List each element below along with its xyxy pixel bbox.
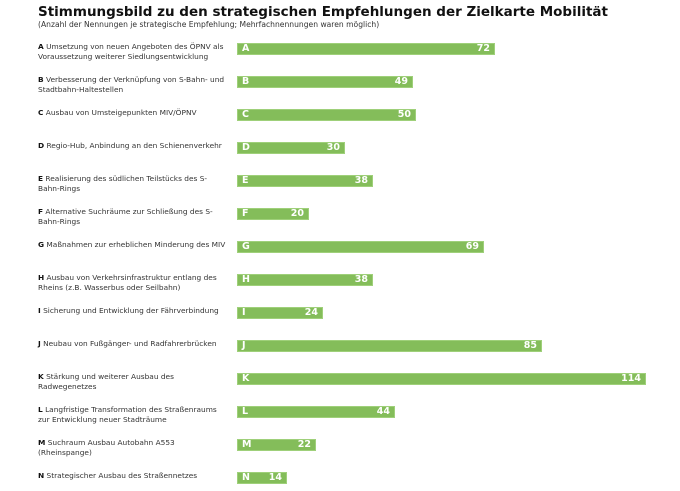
bar-f: F 20: [237, 208, 309, 220]
bar-d: D 30: [237, 142, 345, 154]
bar-letter-label: E: [242, 175, 249, 186]
bar-value-label: 20: [290, 208, 304, 219]
category-letter: C: [38, 108, 44, 117]
category-text: Strategischer Ausbau des Straßennetzes: [44, 471, 198, 480]
category-text: Umsetzung von neuen Angeboten des ÖPNV a…: [38, 42, 224, 61]
category-letter: M: [38, 438, 46, 447]
category-text: Ausbau von Umsteigepunkten MIV/ÖPNV: [43, 108, 197, 117]
category-label-b: B Verbesserung der Verknüpfung von S-Bah…: [38, 75, 228, 94]
bar-h: H 38: [237, 274, 373, 286]
bar-m: M 22: [237, 439, 316, 451]
chart-title: Stimmungsbild zu den strategischen Empfe…: [38, 4, 608, 20]
bar-value-label: 114: [621, 373, 641, 384]
category-label-j: J Neubau von Fußgänger- und Radfahrerbrü…: [38, 339, 228, 349]
bar-letter-label: D: [242, 142, 250, 153]
bar-value-label: 14: [268, 472, 282, 483]
bar-letter-label: M: [242, 439, 252, 450]
category-letter: I: [38, 306, 41, 315]
category-label-n: N Strategischer Ausbau des Straßennetzes: [38, 471, 228, 481]
bar-value-label: 50: [397, 109, 411, 120]
bar-letter-label: G: [242, 241, 250, 252]
bar-b: B 49: [237, 76, 413, 88]
bar-value-label: 38: [354, 175, 368, 186]
bar-value-label: 72: [476, 43, 490, 54]
category-label-a: A Umsetzung von neuen Angeboten des ÖPNV…: [38, 42, 228, 61]
category-letter: H: [38, 273, 45, 282]
bar-value-label: 49: [394, 76, 408, 87]
category-letter: N: [38, 471, 45, 480]
bar-n: N 14: [237, 472, 287, 484]
category-text: Langfristige Transformation des Straßenr…: [38, 405, 217, 424]
bar-letter-label: N: [242, 472, 250, 483]
category-label-m: M Suchraum Ausbau Autobahn A553 (Rheinsp…: [38, 438, 228, 457]
bar-j: J 85: [237, 340, 542, 352]
category-text: Suchraum Ausbau Autobahn A553 (Rheinspan…: [38, 438, 175, 457]
category-letter: J: [38, 339, 41, 348]
bar-c: C 50: [237, 109, 416, 121]
bar-letter-label: I: [242, 307, 246, 318]
bar-value-label: 30: [326, 142, 340, 153]
category-label-e: E Realisierung des südlichen Teilstücks …: [38, 174, 228, 193]
bar-i: I 24: [237, 307, 323, 319]
bar-l: L 44: [237, 406, 395, 418]
bar-letter-label: A: [242, 43, 250, 54]
category-letter: F: [38, 207, 44, 216]
category-letter: G: [38, 240, 45, 249]
category-label-h: H Ausbau von Verkehrsinfrastruktur entla…: [38, 273, 228, 292]
category-letter: E: [38, 174, 44, 183]
category-text: Verbesserung der Verknüpfung von S-Bahn-…: [38, 75, 225, 94]
category-text: Stärkung und weiterer Ausbau des Radwege…: [38, 372, 174, 391]
bar-a: A 72: [237, 43, 495, 55]
bar-value-label: 38: [354, 274, 368, 285]
category-letter: D: [38, 141, 45, 150]
bar-value-label: 44: [376, 406, 390, 417]
bar-e: E 38: [237, 175, 373, 187]
category-text: Realisierung des südlichen Teilstücks de…: [38, 174, 208, 193]
category-text: Sicherung und Entwicklung der Fährverbin…: [40, 306, 219, 315]
category-label-d: D Regio-Hub, Anbindung an den Schienenve…: [38, 141, 228, 151]
category-label-l: L Langfristige Transformation des Straße…: [38, 405, 228, 424]
category-label-i: I Sicherung und Entwicklung der Fährverb…: [38, 306, 228, 316]
category-label-c: C Ausbau von Umsteigepunkten MIV/ÖPNV: [38, 108, 228, 118]
category-text: Maßnahmen zur erheblichen Minderung des …: [44, 240, 226, 249]
category-letter: B: [38, 75, 44, 84]
bar-letter-label: K: [242, 373, 250, 384]
bar-value-label: 85: [523, 340, 537, 351]
bar-letter-label: L: [242, 406, 249, 417]
bar-letter-label: H: [242, 274, 250, 285]
bar-letter-label: F: [242, 208, 249, 219]
category-letter: K: [38, 372, 44, 381]
bar-k: K 114: [237, 373, 646, 385]
bar-value-label: 69: [465, 241, 479, 252]
category-text: Regio-Hub, Anbindung an den Schienenverk…: [44, 141, 222, 150]
category-text: Ausbau von Verkehrsinfrastruktur entlang…: [38, 273, 217, 292]
bar-letter-label: C: [242, 109, 249, 120]
chart-subtitle: (Anzahl der Nennungen je strategische Em…: [38, 20, 380, 29]
category-text: Neubau von Fußgänger- und Radfahrerbrück…: [40, 339, 217, 348]
bar-letter-label: J: [242, 340, 246, 351]
bar-g: G 69: [237, 241, 484, 253]
category-letter: L: [38, 405, 43, 414]
category-label-f: F Alternative Suchräume zur Schließung d…: [38, 207, 228, 226]
bar-value-label: 24: [304, 307, 318, 318]
category-text: Alternative Suchräume zur Schließung des…: [38, 207, 213, 226]
category-label-g: G Maßnahmen zur erheblichen Minderung de…: [38, 240, 228, 250]
bar-letter-label: B: [242, 76, 250, 87]
bar-value-label: 22: [297, 439, 311, 450]
category-letter: A: [38, 42, 44, 51]
category-label-k: K Stärkung und weiterer Ausbau des Radwe…: [38, 372, 228, 391]
